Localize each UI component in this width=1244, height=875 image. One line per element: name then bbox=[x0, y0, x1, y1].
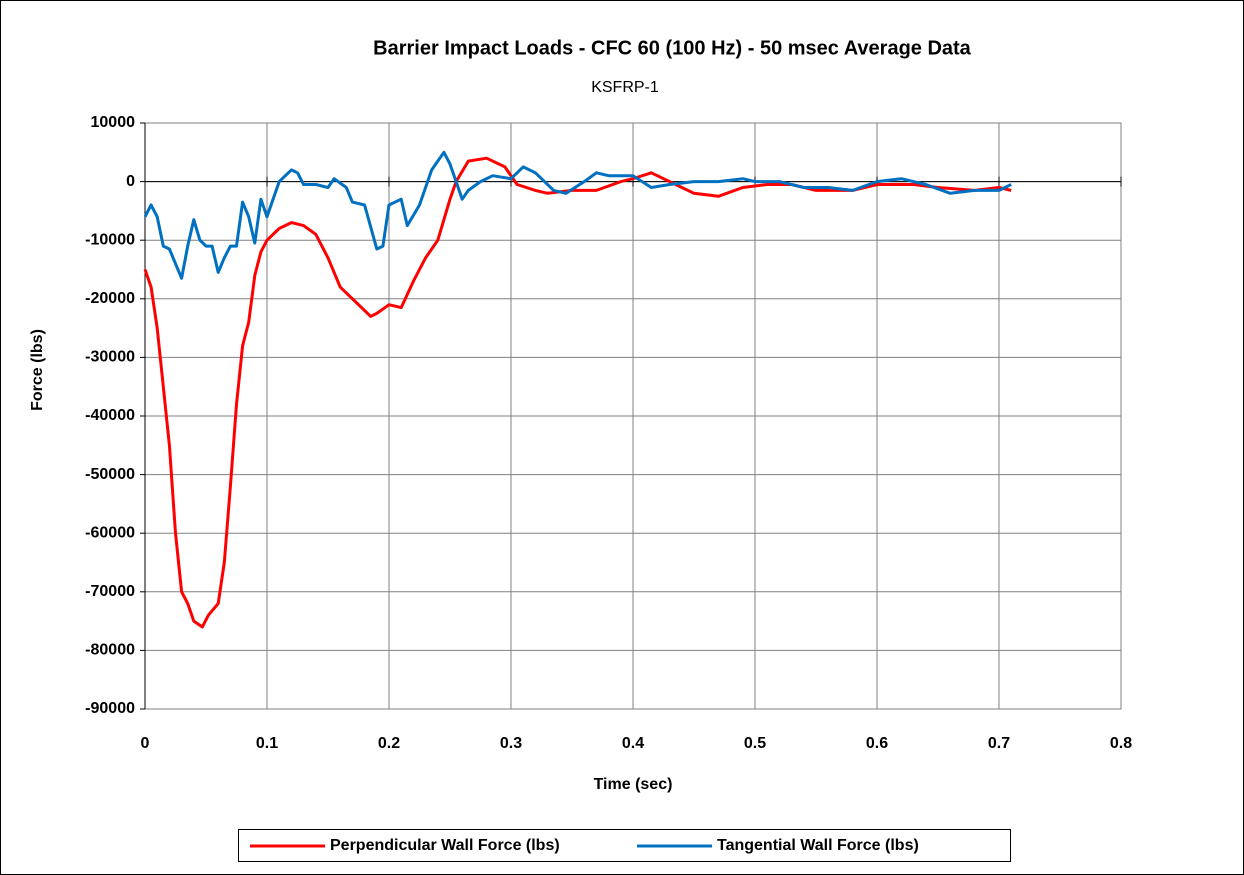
x-tick-label: 0.8 bbox=[1110, 735, 1132, 752]
x-axis-label: Time (sec) bbox=[594, 776, 673, 793]
x-tick-label: 0.5 bbox=[744, 735, 766, 752]
legend-label: Tangential Wall Force (lbs) bbox=[717, 837, 919, 854]
x-tick-label: 0 bbox=[141, 735, 150, 752]
y-tick-label: -60000 bbox=[85, 524, 135, 541]
legend-box bbox=[238, 829, 1011, 862]
x-tick-label: 0.1 bbox=[256, 735, 278, 752]
legend-label: Perpendicular Wall Force (lbs) bbox=[330, 837, 560, 854]
chart-subtitle: KSFRP-1 bbox=[591, 79, 659, 96]
x-tick-label: 0.4 bbox=[622, 735, 644, 752]
y-tick-label: -90000 bbox=[85, 700, 135, 717]
y-tick-label: -10000 bbox=[85, 231, 135, 248]
y-axis-label: Force (lbs) bbox=[29, 329, 46, 411]
x-tick-label: 0.2 bbox=[378, 735, 400, 752]
y-tick-label: -30000 bbox=[85, 349, 135, 366]
series-line bbox=[143, 150, 1012, 280]
y-tick-label: -80000 bbox=[85, 642, 135, 659]
y-tick-label: 10000 bbox=[91, 114, 136, 131]
chart-title: Barrier Impact Loads - CFC 60 (100 Hz) -… bbox=[373, 37, 972, 59]
y-tick-label: -70000 bbox=[85, 583, 135, 600]
x-tick-label: 0.7 bbox=[988, 735, 1010, 752]
series-line bbox=[143, 156, 1012, 629]
y-tick-label: -50000 bbox=[85, 466, 135, 483]
y-tick-label: 0 bbox=[126, 173, 135, 190]
y-tick-label: -20000 bbox=[85, 290, 135, 307]
x-tick-label: 0.6 bbox=[866, 735, 888, 752]
y-tick-label: -40000 bbox=[85, 407, 135, 424]
x-tick-label: 0.3 bbox=[500, 735, 522, 752]
